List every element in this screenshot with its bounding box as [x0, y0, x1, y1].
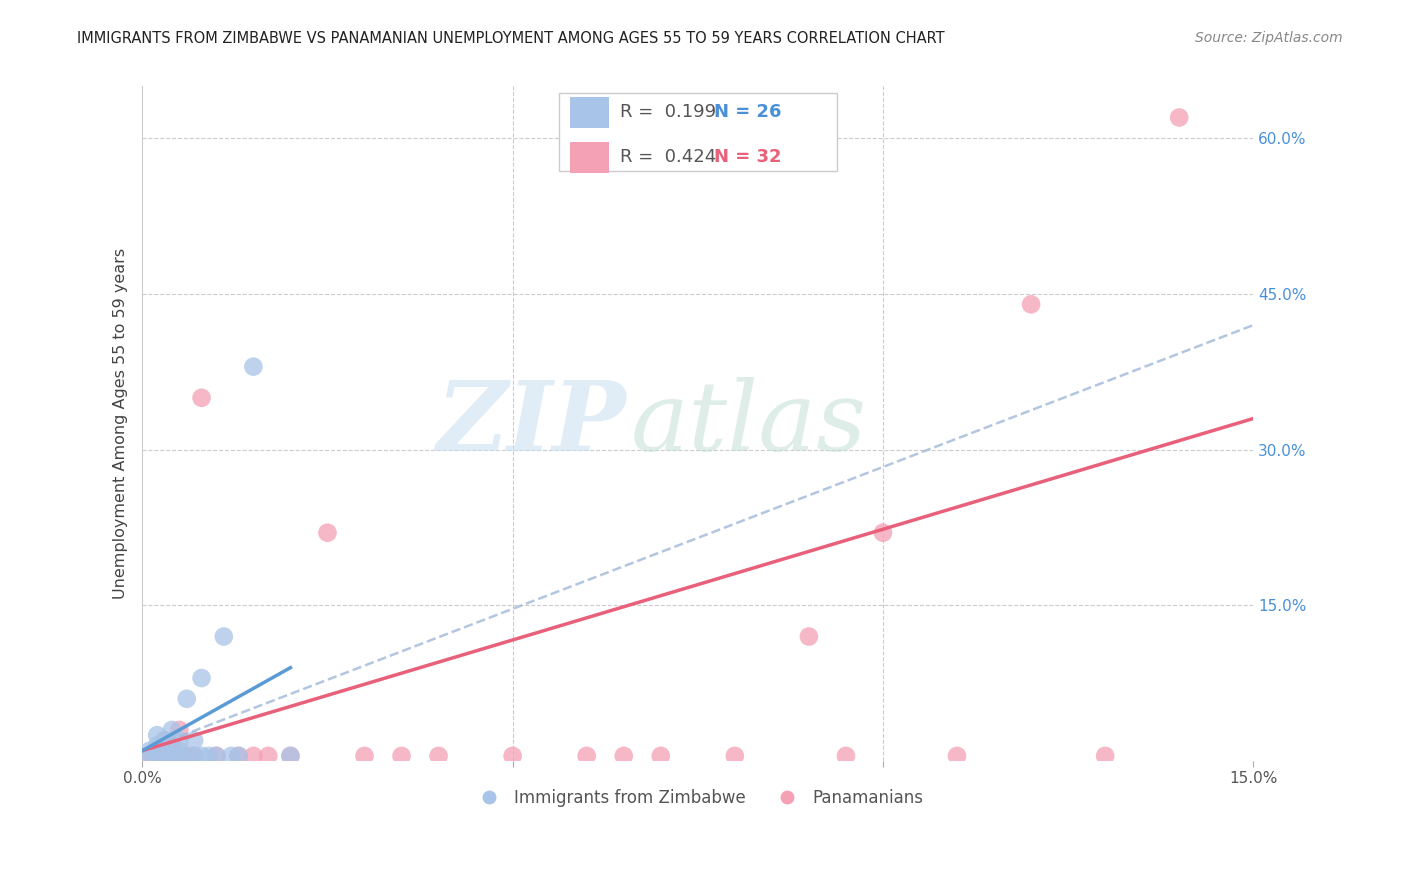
Point [205, 748, 228, 763]
Point [138, 744, 160, 758]
Point [872, 525, 894, 540]
Legend: Immigrants from Zimbabwe, Panamanians: Immigrants from Zimbabwe, Panamanians [465, 782, 929, 814]
Point [160, 739, 183, 753]
Point [169, 744, 191, 758]
Point [280, 748, 302, 763]
Point [190, 748, 212, 763]
Point [190, 391, 212, 405]
Text: N = 26: N = 26 [714, 103, 782, 121]
Point [169, 733, 191, 747]
Point [146, 728, 169, 742]
Point [198, 748, 221, 763]
Point [1094, 748, 1116, 763]
Point [146, 748, 169, 763]
Point [212, 630, 235, 644]
Point [138, 748, 160, 763]
Text: ZIP: ZIP [436, 376, 626, 471]
Point [316, 525, 339, 540]
FancyBboxPatch shape [560, 93, 837, 170]
Point [502, 748, 524, 763]
Point [176, 748, 198, 763]
Point [153, 748, 176, 763]
Point [280, 748, 302, 763]
Point [138, 748, 160, 763]
Point [160, 723, 183, 737]
Point [153, 733, 176, 747]
Point [183, 748, 205, 763]
Point [169, 723, 191, 737]
Point [835, 748, 858, 763]
Text: Source: ZipAtlas.com: Source: ZipAtlas.com [1195, 31, 1343, 45]
Point [353, 748, 375, 763]
Point [613, 748, 636, 763]
Point [190, 671, 212, 685]
Point [391, 748, 413, 763]
Text: IMMIGRANTS FROM ZIMBABWE VS PANAMANIAN UNEMPLOYMENT AMONG AGES 55 TO 59 YEARS CO: IMMIGRANTS FROM ZIMBABWE VS PANAMANIAN U… [77, 31, 945, 46]
Point [153, 733, 176, 747]
Point [146, 739, 169, 753]
Point [160, 748, 183, 763]
Point [205, 748, 228, 763]
Point [183, 733, 205, 747]
Point [427, 748, 450, 763]
Point [176, 748, 198, 763]
FancyBboxPatch shape [569, 97, 609, 128]
Point [1168, 111, 1191, 125]
Point [1019, 297, 1042, 311]
Text: R =  0.199: R = 0.199 [620, 103, 716, 121]
Point [176, 691, 198, 706]
Point [219, 748, 242, 763]
Point [183, 748, 205, 763]
Text: N = 32: N = 32 [714, 148, 782, 166]
Point [228, 748, 250, 763]
Point [242, 359, 264, 374]
Point [153, 748, 176, 763]
Point [146, 748, 169, 763]
Point [169, 748, 191, 763]
Point [575, 748, 598, 763]
Point [169, 748, 191, 763]
Text: atlas: atlas [631, 376, 868, 471]
Text: R =  0.424: R = 0.424 [620, 148, 716, 166]
Point [797, 630, 820, 644]
Point [946, 748, 969, 763]
Point [650, 748, 672, 763]
Point [724, 748, 747, 763]
Point [228, 748, 250, 763]
FancyBboxPatch shape [569, 143, 609, 173]
Point [257, 748, 280, 763]
Y-axis label: Unemployment Among Ages 55 to 59 years: Unemployment Among Ages 55 to 59 years [114, 248, 128, 599]
Point [160, 748, 183, 763]
Point [153, 744, 176, 758]
Point [242, 748, 264, 763]
